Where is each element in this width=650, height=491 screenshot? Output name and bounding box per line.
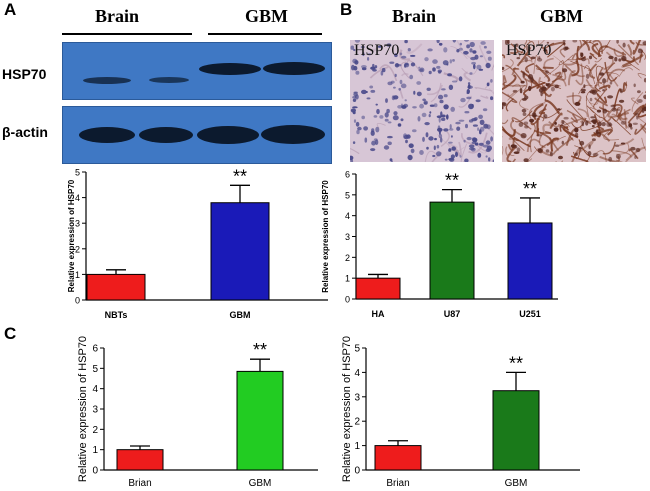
c-right-y-label: Relative expression of HSP70	[341, 336, 353, 482]
c-right-tick-label: 5	[354, 344, 360, 355]
c-left-tick-label: 3	[92, 405, 98, 416]
b-bar-tick-label: 6	[345, 170, 350, 180]
ihc-gbm-label: HSP70	[506, 42, 552, 59]
a-bar-tick-label: 1	[75, 270, 80, 280]
c-right-tick-label: 1	[354, 441, 360, 452]
c-right-category-label: GBM	[505, 478, 528, 489]
c-left-tick-label: 4	[92, 384, 98, 395]
ihc-brain-label: HSP70	[354, 42, 400, 59]
b-bar-tick-label: 4	[345, 211, 350, 221]
actin-blot	[62, 106, 332, 164]
b-bar-tick-label: 0	[345, 295, 350, 305]
c-left-tick-label: 6	[92, 344, 98, 355]
b-bar-category-label: HA	[372, 309, 385, 319]
b-bar-tick-label: 3	[345, 232, 350, 242]
blot-gbm-header: GBM	[245, 6, 288, 26]
a-bar-category-label: NBTs	[105, 310, 128, 320]
a-bar-tick-label: 4	[75, 193, 80, 203]
panel-label-c: C	[4, 324, 17, 343]
a-bar-tick-label: 3	[75, 219, 80, 229]
blot-band	[149, 77, 189, 83]
ihc-texture-brain	[350, 40, 494, 162]
c-right-tick-label: 3	[354, 392, 360, 403]
c-right-bar	[374, 445, 422, 471]
ihc-image-brain: HSP70	[350, 40, 494, 162]
blot-band	[263, 62, 325, 75]
c-right-tick-label: 4	[354, 368, 360, 379]
c-left-category-label: GBM	[249, 478, 272, 489]
b-bar-bar	[507, 222, 553, 300]
a-bar-significance: **	[233, 166, 247, 186]
c-left-tick-label: 1	[92, 445, 98, 456]
b-bar-y-label: Relative expression of HSP70	[321, 180, 330, 293]
c-right-tick-label: 0	[354, 466, 360, 477]
actin-row-label: β-actin	[2, 124, 48, 140]
a-bar-tick-label: 2	[75, 244, 80, 254]
b-bar-bar	[429, 201, 475, 300]
ihc-texture-gbm	[502, 40, 646, 162]
c-left-tick-label: 0	[92, 466, 98, 477]
b-bar-significance: **	[523, 179, 537, 199]
c-left-bar	[236, 370, 284, 471]
c-left-bar	[116, 449, 164, 471]
hsp70-row-label: HSP70	[2, 66, 47, 82]
blot-band	[139, 127, 193, 143]
c-left-category-label: Brian	[128, 478, 151, 489]
b-bar-bar	[355, 277, 401, 300]
ihc-image-gbm: HSP70	[502, 40, 646, 162]
a-bar-category-label: GBM	[230, 310, 251, 320]
c-left-y-label: Relative expression of HSP70	[77, 336, 89, 482]
panel-label-b: B	[340, 0, 353, 19]
blot-band	[261, 125, 325, 144]
b-bar-category-label: U251	[519, 309, 541, 319]
c-right-significance: **	[509, 353, 523, 373]
ihc-gbm-header: GBM	[540, 6, 583, 26]
b-bar-tick-label: 5	[345, 190, 350, 200]
blot-band	[197, 126, 259, 144]
a-bar-tick-label: 5	[75, 168, 80, 178]
a-bar-y-label: Relative expression of HSP70	[67, 179, 76, 292]
b-bar-tick-label: 2	[345, 253, 350, 263]
b-bar-category-label: U87	[444, 309, 461, 319]
a-bar-bar	[86, 273, 146, 301]
ihc-brain-header: Brain	[392, 6, 437, 26]
b-bar-tick-label: 1	[345, 274, 350, 284]
c-right-bar	[492, 390, 540, 471]
c-left-tick-label: 2	[92, 425, 98, 436]
a-bar-bar	[210, 202, 270, 301]
c-left-significance: **	[253, 340, 267, 360]
a-bar-tick-label: 0	[75, 296, 80, 306]
blot-band	[199, 63, 261, 75]
c-right-tick-label: 2	[354, 417, 360, 428]
blot-band	[83, 77, 131, 84]
c-right-category-label: Brian	[386, 478, 409, 489]
c-left-tick-label: 5	[92, 364, 98, 375]
b-bar-significance: **	[445, 171, 459, 191]
panel-label-a: A	[4, 0, 17, 19]
blot-band	[79, 127, 135, 143]
hsp70-blot	[62, 42, 332, 100]
blot-brain-header: Brain	[95, 6, 140, 26]
